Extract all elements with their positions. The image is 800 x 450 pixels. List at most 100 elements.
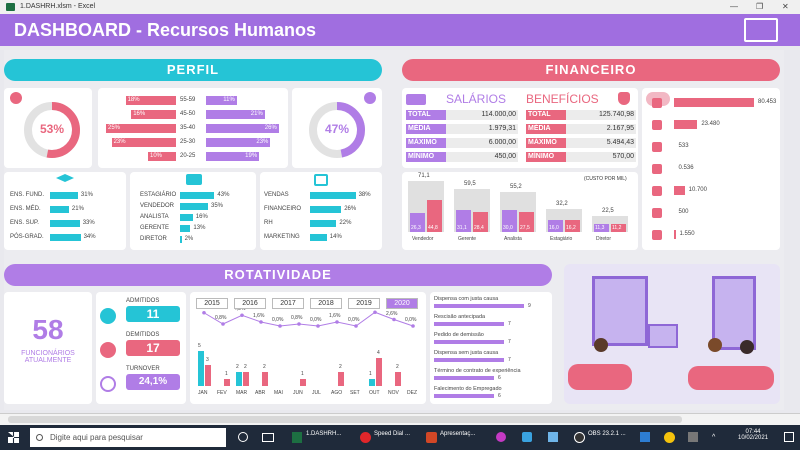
department-bar — [310, 234, 327, 241]
minimize-icon[interactable]: — — [730, 2, 738, 11]
turnover-point — [278, 324, 282, 328]
reason-bar — [434, 340, 504, 344]
cost-total-value: 59,5 — [464, 181, 476, 188]
age-bar-female: 16% — [131, 110, 176, 119]
app-icon-4[interactable] — [640, 432, 650, 442]
age-group-label: 20-25 — [180, 153, 196, 159]
reason-value: 9 — [528, 303, 531, 309]
search-icon — [36, 434, 43, 441]
year-button-2018[interactable]: 2018 — [310, 298, 342, 309]
windows-start-icon[interactable] — [8, 432, 19, 443]
taskbar-search-input[interactable]: Digite aqui para pesquisar — [30, 428, 226, 447]
taskbar-item-excel[interactable]: 1.DASHRH... — [306, 431, 342, 437]
armchair-left — [568, 364, 632, 390]
salary-benefit-card: SALÁRIOS BENEFÍCIOS TOTAL 114.000,00 MÉDIA… — [402, 88, 638, 168]
cost-salary-bar: 31,1 — [456, 209, 471, 232]
salarios-title: SALÁRIOS — [446, 92, 507, 106]
taskbar-clock[interactable]: 07:44 10/02/2021 — [738, 429, 768, 441]
app-icon-2[interactable] — [522, 432, 532, 442]
age-female-value: 23% — [113, 139, 126, 145]
year-button-2016[interactable]: 2016 — [234, 298, 266, 309]
user-plus-icon — [100, 308, 116, 324]
turnover-value: 24,1% — [126, 374, 180, 390]
year-button-2020[interactable]: 2020 — [386, 298, 418, 309]
bookshelf-right — [712, 276, 756, 350]
refresh-icon — [100, 376, 116, 392]
age-bar-male: 23% — [206, 138, 271, 147]
cost-benefit-value: 16,2 — [566, 224, 576, 231]
education-value: 34% — [83, 234, 96, 240]
taskbar-item-opera[interactable]: Speed Dial ... — [374, 431, 411, 437]
monthly-turnover-chart: 535,3%JAN10,8%FEV224,3%MAR21,6%ABR0,0%MA… — [190, 292, 426, 404]
cost-total-value: 32,2 — [556, 200, 568, 207]
cost-benefit-value: 28,4 — [474, 224, 484, 231]
cost-category-label: Analista — [504, 236, 522, 242]
taskbar-item-obs[interactable]: OBS 23.2.1 ... — [588, 431, 626, 437]
taskbar-item-powerpoint[interactable]: Apresentaç... — [440, 431, 476, 437]
year-button-2015[interactable]: 2015 — [196, 298, 228, 309]
admitted-bar — [369, 379, 375, 386]
benefit-value: 533 — [678, 143, 689, 149]
fin-key: MÁXIMO — [526, 138, 566, 148]
money-bill-icon — [406, 94, 426, 105]
reason-bar — [434, 394, 494, 398]
age-bar-male: 26% — [206, 124, 279, 133]
task-view-icon[interactable] — [262, 433, 274, 442]
close-icon[interactable]: ✕ — [782, 2, 789, 11]
obs-icon — [574, 432, 585, 443]
reason-bar — [434, 358, 504, 362]
role-value: 43% — [217, 192, 230, 198]
reason-value: 7 — [508, 321, 511, 327]
app-icon-1[interactable] — [496, 432, 506, 442]
fin-value: 125.740,98 — [566, 110, 636, 120]
age-group-label: 25-30 — [180, 139, 196, 145]
age-male-value: 26% — [264, 125, 277, 131]
year-button-2017[interactable]: 2017 — [272, 298, 304, 309]
cost-category-label: Estagiário — [550, 236, 573, 242]
year-button-2019[interactable]: 2019 — [348, 298, 380, 309]
education-label: ENS. MÉD. — [10, 206, 41, 212]
app-icon-5[interactable] — [688, 432, 698, 442]
role-label: DIRETOR — [140, 236, 167, 242]
role-label: GERENTE — [140, 225, 170, 231]
cost-total-value: 71,1 — [418, 172, 430, 179]
reason-value: 7 — [508, 357, 511, 363]
chevron-up-icon[interactable]: ^ — [712, 434, 716, 441]
chrome-icon[interactable] — [664, 432, 675, 443]
fin-row: MÁXIMO 5.494,43 — [526, 138, 636, 148]
cortana-icon[interactable] — [238, 432, 248, 442]
month-label: JUL — [312, 390, 321, 396]
dismissed-value: 3 — [206, 357, 209, 363]
horizontal-scrollbar[interactable] — [8, 416, 682, 423]
reason-label: Dispensa com justa causa — [434, 296, 499, 302]
education-value: 33% — [82, 220, 95, 226]
benefit-value: 500 — [678, 209, 689, 215]
cost-total-value: 55,2 — [510, 184, 522, 191]
age-bar-female: 10% — [148, 152, 176, 161]
app-icon-3[interactable] — [548, 432, 558, 442]
dismissed-bar — [243, 372, 249, 386]
age-female-value: 10% — [150, 153, 163, 159]
excel-status-bar — [0, 413, 800, 425]
notification-icon[interactable] — [784, 432, 794, 442]
maximize-icon[interactable]: ❐ — [756, 2, 764, 11]
age-pyramid: 18% 55-59 11% 16% 45-50 21% 25% 35-40 26% 23% 25-3… — [98, 88, 288, 168]
admitted-value: 5 — [198, 343, 201, 349]
turnover-line-chart — [202, 310, 415, 328]
age-group-label: 45-50 — [180, 111, 196, 117]
turnover-point — [335, 320, 339, 324]
beneficios-title: BENEFÍCIOS — [526, 92, 599, 106]
role-bar — [180, 203, 208, 210]
turnover-label: TURNOVER — [126, 366, 160, 372]
fin-row: MÁXIMO 6.000,00 — [406, 138, 518, 148]
turnover-pct: 1,6% — [253, 313, 265, 319]
bookshelf-left — [592, 276, 648, 346]
benefit-bar — [674, 98, 754, 107]
turnover-line — [203, 311, 414, 327]
month-label: ABR — [255, 390, 266, 396]
department-value: 22% — [339, 220, 352, 226]
age-group-label: 55-59 — [180, 97, 196, 103]
turnover-pct: 0,0% — [405, 317, 417, 323]
male-icon — [364, 92, 376, 104]
fin-value: 2.167,95 — [566, 124, 636, 134]
